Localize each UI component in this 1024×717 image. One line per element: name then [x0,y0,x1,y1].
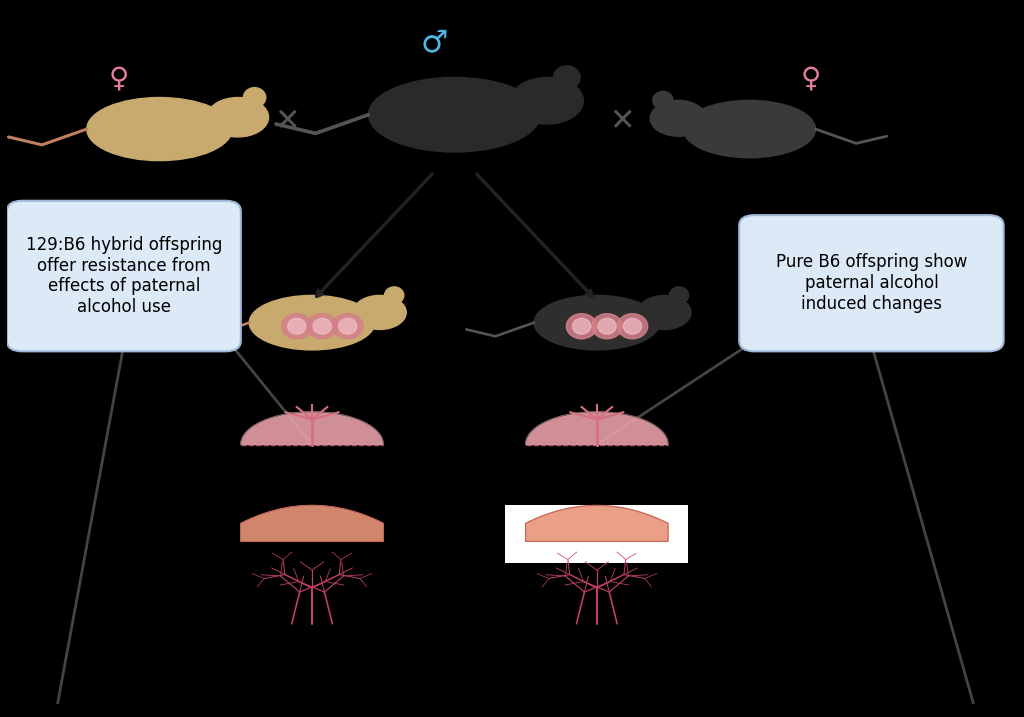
FancyBboxPatch shape [739,215,1004,351]
Ellipse shape [385,287,403,304]
Ellipse shape [244,87,266,108]
Text: ♀: ♀ [109,65,129,93]
Polygon shape [241,505,383,541]
Ellipse shape [353,295,407,330]
Text: ✕: ✕ [273,108,299,136]
Ellipse shape [638,295,691,330]
Ellipse shape [307,313,338,339]
Ellipse shape [683,100,815,158]
Ellipse shape [333,313,362,339]
Ellipse shape [624,318,642,334]
Ellipse shape [617,313,648,339]
Polygon shape [525,412,668,445]
Ellipse shape [670,287,688,304]
Ellipse shape [598,318,616,334]
Text: ✕: ✕ [609,108,635,136]
Ellipse shape [313,318,332,334]
Ellipse shape [288,318,306,334]
Polygon shape [525,505,668,541]
Text: ♂: ♂ [421,29,447,57]
Ellipse shape [339,318,356,334]
Ellipse shape [87,98,232,161]
Text: Pure B6 offspring show
paternal alcohol
induced changes: Pure B6 offspring show paternal alcohol … [776,253,967,313]
Polygon shape [241,412,383,445]
Text: ♀: ♀ [800,65,820,93]
Ellipse shape [650,100,707,136]
Ellipse shape [282,313,312,339]
Ellipse shape [511,77,584,124]
Ellipse shape [207,98,268,137]
FancyBboxPatch shape [7,201,241,351]
Ellipse shape [566,313,597,339]
FancyBboxPatch shape [505,505,688,563]
Ellipse shape [592,313,623,339]
Ellipse shape [369,77,541,152]
Text: 129:B6 hybrid offspring
offer resistance from
effects of paternal
alcohol use: 129:B6 hybrid offspring offer resistance… [26,236,222,316]
Ellipse shape [535,295,659,350]
Ellipse shape [249,295,375,350]
Ellipse shape [554,66,580,89]
Ellipse shape [652,92,673,109]
Ellipse shape [572,318,591,334]
